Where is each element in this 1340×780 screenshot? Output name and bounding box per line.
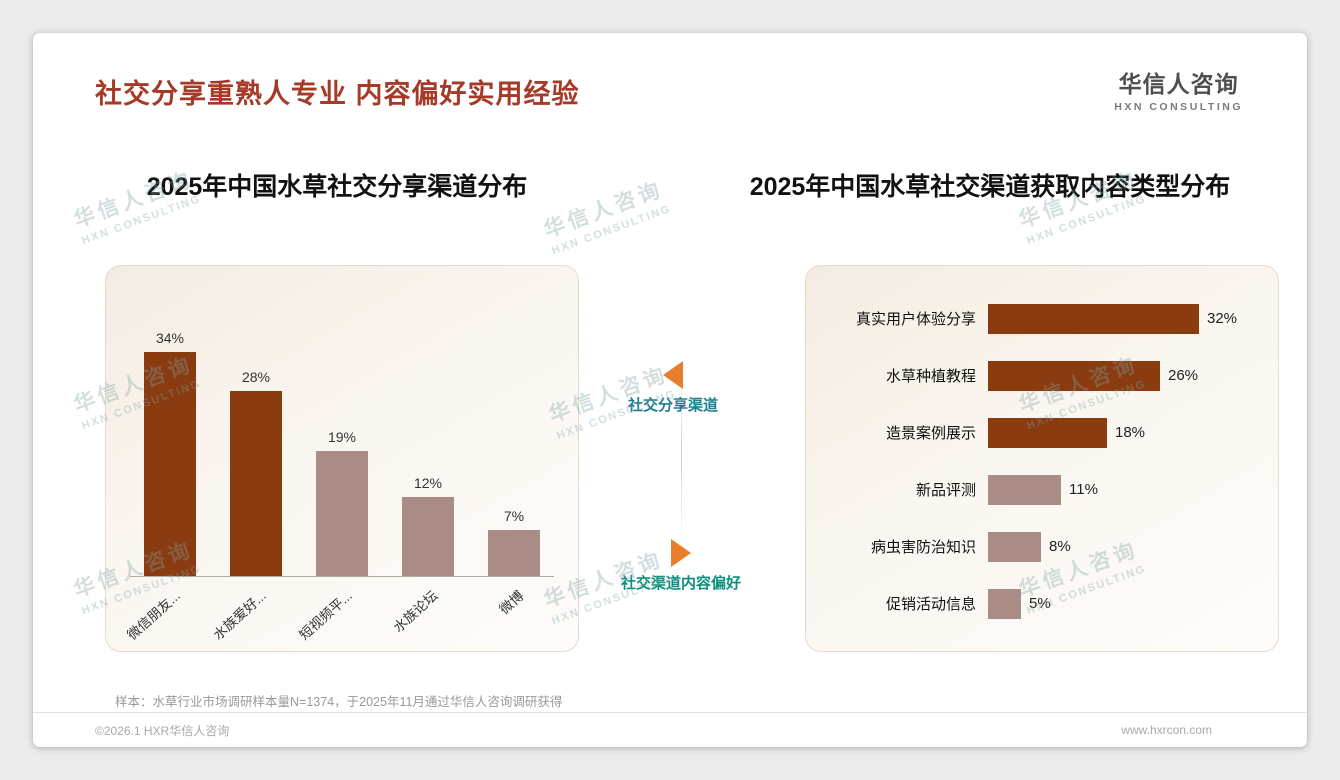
logo-name: 华信人咨询	[1118, 71, 1239, 97]
bar-category-label: 新品评测	[915, 482, 976, 499]
right-chart-panel: 真实用户体验分享 32% 水草种植教程 26% 造景案例展示 18% 新品评测 11% 病虫害防…	[805, 265, 1279, 652]
bar-group: 19% 短视频平...	[296, 429, 368, 643]
page-title: 社交分享重熟人专业 内容偏好实用经验	[95, 79, 580, 109]
footer-website: www.hxrcon.com	[1121, 723, 1212, 737]
bar-value-label: 7%	[503, 508, 525, 524]
bar-group: 12% 水族论坛	[391, 475, 454, 635]
bar	[144, 352, 196, 576]
bar	[402, 497, 454, 576]
bar-value-label: 5%	[1029, 595, 1051, 612]
bar-value-label: 26%	[1168, 367, 1199, 384]
bar-category-label: 水草种植教程	[885, 368, 976, 385]
logo-tagline: HXN CONSULTING	[1114, 101, 1243, 113]
bar-category-label: 促销活动信息	[885, 596, 976, 613]
footer-copyright: ©2026.1 HXR华信人咨询	[95, 723, 230, 738]
bar	[988, 303, 1199, 334]
arrow-right-icon	[671, 539, 691, 567]
bar-category-label: 真实用户体验分享	[855, 311, 976, 328]
right-chart-title: 2025年中国水草社交渠道获取内容类型分布	[749, 173, 1231, 201]
bar-value-label: 28%	[241, 369, 271, 385]
bar-value-label: 18%	[1115, 424, 1146, 441]
bar	[988, 417, 1107, 448]
left-chart-title: 2025年中国水草社交分享渠道分布	[146, 173, 528, 201]
horizontal-bars: 真实用户体验分享 32% 水草种植教程 26% 造景案例展示 18% 新品评测 11% 病虫害防…	[826, 290, 1264, 632]
bar	[230, 391, 282, 576]
bar-category-label: 造景案例展示	[885, 425, 976, 442]
bar-group: 7% 微博	[488, 508, 540, 617]
sample-footnote: 样本：水草行业市场调研样本量N=1374，于2025年11月通过华信人咨询调研获…	[115, 695, 563, 709]
slide-card: 华信人咨询 HXN CONSULTING 华信人咨询 HXN CONSULTING 华信…	[33, 33, 1307, 747]
connector-line	[681, 363, 682, 548]
logo: 华信人咨询 HXN CONSULTING	[1114, 65, 1243, 113]
left-chart-panel: 34% 微信朋友... 28% 水族爱好... 19% 短视频平... 12% 水族论坛 7% 微…	[105, 265, 579, 652]
bar	[488, 530, 540, 576]
bar-category-label: 病虫害防治知识	[870, 539, 976, 556]
share-channel-label: 社交分享渠道	[627, 397, 718, 414]
bar-value-label: 19%	[327, 429, 357, 445]
bar-value-label: 8%	[1049, 538, 1071, 555]
bar-row: 真实用户体验分享 32%	[826, 290, 1264, 347]
bar-value-label: 12%	[413, 475, 443, 491]
bar	[316, 451, 368, 576]
bar	[988, 360, 1160, 391]
bar-group: 34% 微信朋友...	[124, 330, 196, 643]
bar-row: 水草种植教程 26%	[826, 347, 1264, 404]
bar-row: 病虫害防治知识 8%	[826, 518, 1264, 575]
bar-value-label: 32%	[1207, 310, 1238, 327]
content-pref-annotation: 社交渠道内容偏好	[591, 539, 771, 593]
share-channel-annotation: 社交分享渠道	[583, 361, 763, 415]
bar-row: 促销活动信息 5%	[826, 575, 1264, 632]
bar-row: 造景案例展示 18%	[826, 404, 1264, 461]
bar	[988, 474, 1061, 505]
arrow-left-icon	[663, 361, 683, 389]
bar-value-label: 34%	[155, 330, 185, 346]
bar-row: 新品评测 11%	[826, 461, 1264, 518]
bar	[988, 588, 1021, 619]
bar	[988, 531, 1041, 562]
footer: ©2026.1 HXR华信人咨询 www.hxrcon.com	[33, 712, 1307, 747]
bar-group: 28% 水族爱好...	[210, 369, 282, 643]
bar-value-label: 11%	[1069, 481, 1098, 498]
content-pref-label: 社交渠道内容偏好	[620, 575, 741, 592]
vertical-bars: 34% 微信朋友... 28% 水族爱好... 19% 短视频平... 12% 水族论坛 7% 微…	[124, 312, 554, 643]
